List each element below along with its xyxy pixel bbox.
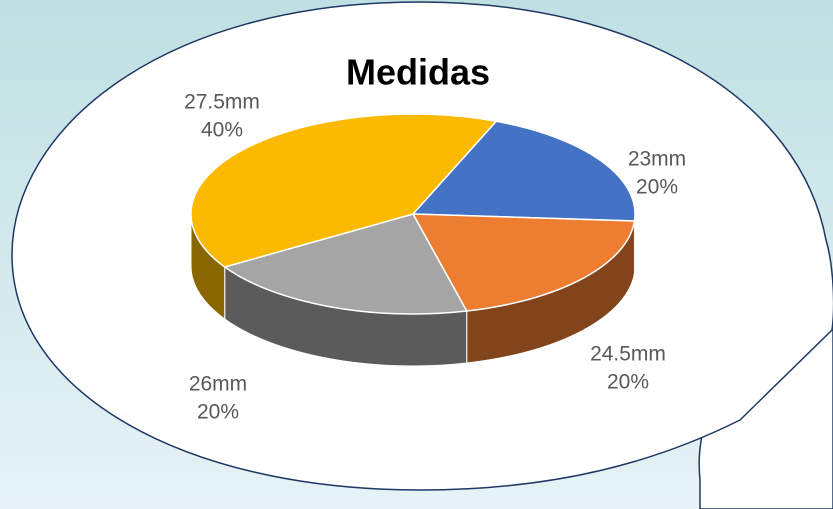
pie-slice: [411, 120, 636, 222]
value-label: 20%: [636, 176, 678, 199]
value-label: 40%: [201, 119, 243, 142]
value-label: 20%: [607, 371, 649, 394]
chart-title: Medidas: [346, 52, 490, 93]
category-label: 24.5mm: [590, 343, 666, 366]
category-label: 26mm: [189, 373, 247, 396]
category-label: 23mm: [628, 148, 686, 171]
category-label: 27.5mm: [184, 91, 260, 114]
labels: 23mm 20% 24.5mm 20% 26mm 20% 27.5mm 40%: [184, 91, 686, 424]
pie-slice: [190, 113, 498, 268]
pie-tops: [190, 113, 636, 315]
value-label: 20%: [197, 401, 239, 424]
pie-slice: [223, 213, 468, 315]
pie-slice: [411, 213, 636, 312]
